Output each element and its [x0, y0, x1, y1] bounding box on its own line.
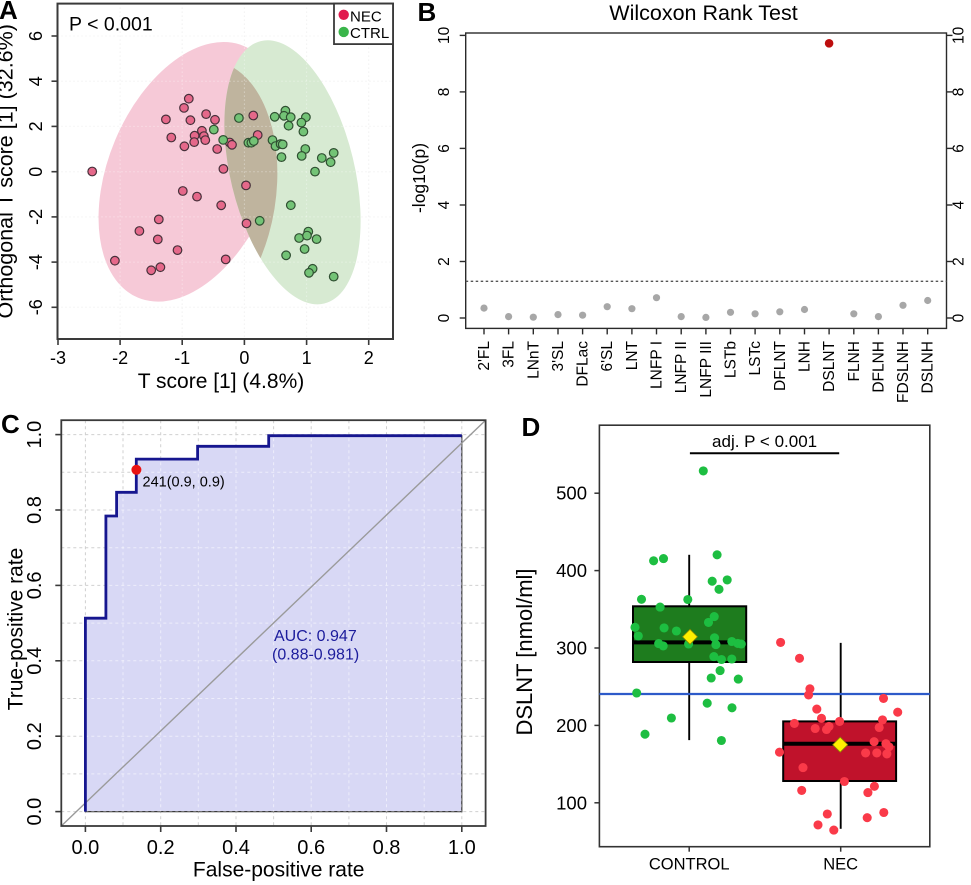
svg-text:AUC: 0.947: AUC: 0.947	[274, 628, 357, 645]
svg-text:0.0: 0.0	[71, 837, 99, 859]
svg-text:3'SL: 3'SL	[550, 341, 567, 372]
svg-text:NEC: NEC	[350, 8, 382, 25]
svg-text:DFLNT: DFLNT	[772, 340, 789, 390]
svg-text:-4: -4	[26, 254, 46, 270]
svg-text:False-positive rate: False-positive rate	[193, 859, 365, 882]
svg-text:(0.88-0.981): (0.88-0.981)	[272, 647, 359, 664]
svg-text:adj. P < 0.001: adj. P < 0.001	[712, 432, 817, 451]
svg-text:-log10(p): -log10(p)	[409, 143, 429, 213]
svg-text:0: 0	[436, 313, 453, 322]
svg-text:8: 8	[436, 88, 453, 97]
svg-text:B: B	[418, 0, 437, 27]
svg-text:CTRL: CTRL	[350, 25, 389, 42]
svg-text:-6: -6	[26, 299, 46, 315]
svg-text:DSLNH: DSLNH	[920, 341, 937, 394]
svg-text:400: 400	[556, 560, 587, 581]
svg-text:300: 300	[556, 638, 587, 659]
svg-text:2'FL: 2'FL	[476, 341, 493, 371]
svg-text:-1: -1	[174, 348, 190, 368]
svg-text:8: 8	[951, 88, 968, 97]
svg-text:T score [1] (4.8%): T score [1] (4.8%)	[138, 370, 305, 393]
svg-text:DSLNT: DSLNT	[821, 340, 838, 391]
svg-text:NEC: NEC	[823, 856, 858, 874]
svg-text:D: D	[522, 412, 541, 442]
svg-text:4: 4	[951, 200, 968, 209]
svg-text:6: 6	[26, 31, 46, 41]
svg-text:10: 10	[436, 26, 453, 44]
svg-text:LNFP III: LNFP III	[698, 341, 715, 398]
svg-text:6: 6	[951, 144, 968, 153]
svg-text:-3: -3	[50, 348, 66, 368]
svg-text:100: 100	[556, 792, 587, 813]
svg-text:DSLNT [nmol/ml]: DSLNT [nmol/ml]	[512, 568, 537, 735]
svg-text:1.0: 1.0	[24, 421, 46, 449]
svg-text:0.6: 0.6	[24, 571, 46, 599]
svg-text:500: 500	[556, 483, 587, 504]
svg-text:2: 2	[436, 257, 453, 266]
svg-text:True-positive rate: True-positive rate	[5, 548, 28, 711]
svg-text:LSTb: LSTb	[723, 341, 740, 378]
svg-text:LNH: LNH	[797, 341, 814, 372]
svg-text:200: 200	[556, 715, 587, 736]
svg-text:C: C	[1, 409, 20, 439]
svg-text:P < 0.001: P < 0.001	[69, 14, 153, 36]
svg-text:DFLac: DFLac	[575, 341, 592, 387]
svg-text:A: A	[0, 0, 18, 25]
svg-text:241(0.9, 0.9): 241(0.9, 0.9)	[143, 475, 225, 491]
svg-text:FLNH: FLNH	[846, 341, 863, 381]
svg-text:FDSLNH: FDSLNH	[895, 341, 912, 403]
svg-text:1: 1	[302, 348, 312, 368]
svg-text:2: 2	[26, 121, 46, 131]
svg-text:-2: -2	[26, 209, 46, 225]
svg-text:LSTc: LSTc	[747, 341, 764, 376]
svg-text:1.0: 1.0	[448, 837, 476, 859]
svg-text:0.4: 0.4	[24, 647, 46, 675]
svg-text:0.2: 0.2	[147, 837, 175, 859]
svg-text:LNT: LNT	[624, 340, 641, 370]
svg-text:DFLNH: DFLNH	[870, 341, 887, 393]
svg-text:LNFP I: LNFP I	[649, 341, 666, 389]
svg-text:4: 4	[26, 76, 46, 86]
svg-text:Wilcoxon Rank Test: Wilcoxon Rank Test	[609, 1, 797, 25]
svg-text:0.8: 0.8	[373, 837, 401, 859]
svg-text:CONTROL: CONTROL	[649, 856, 730, 874]
svg-text:0: 0	[239, 348, 249, 368]
svg-text:6'SL: 6'SL	[599, 341, 616, 372]
svg-text:0.6: 0.6	[297, 837, 325, 859]
svg-text:-2: -2	[112, 348, 128, 368]
svg-text:2: 2	[951, 257, 968, 266]
svg-text:0.0: 0.0	[24, 798, 46, 826]
svg-text:0.4: 0.4	[222, 837, 250, 859]
svg-text:10: 10	[951, 26, 968, 44]
svg-text:4: 4	[436, 200, 453, 209]
svg-text:0.2: 0.2	[24, 722, 46, 750]
svg-text:6: 6	[436, 144, 453, 153]
svg-text:0.8: 0.8	[24, 496, 46, 524]
svg-text:2: 2	[364, 348, 374, 368]
svg-text:3FL: 3FL	[501, 341, 518, 368]
svg-text:LNnT: LNnT	[525, 340, 542, 378]
svg-text:0: 0	[26, 167, 46, 177]
svg-text:0: 0	[951, 313, 968, 322]
svg-text:LNFP II: LNFP II	[673, 341, 690, 393]
svg-text:Orthogonal T score [1] (32.6%): Orthogonal T score [1] (32.6%)	[0, 24, 18, 318]
